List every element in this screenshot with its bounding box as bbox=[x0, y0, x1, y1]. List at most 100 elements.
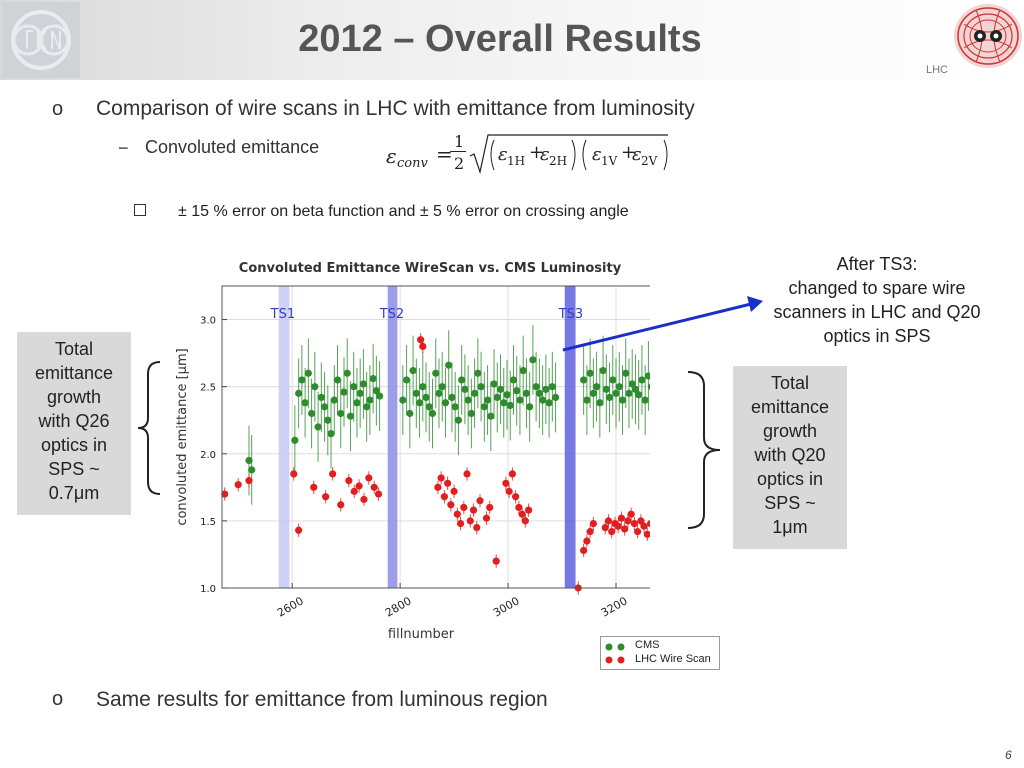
cms-point bbox=[625, 389, 633, 397]
cms-point bbox=[526, 403, 534, 411]
bullet-marker-1: o bbox=[52, 98, 64, 120]
cms-point bbox=[369, 375, 377, 383]
cms-point bbox=[311, 383, 319, 391]
formula-frac-num: 1 bbox=[454, 132, 465, 151]
wire-point bbox=[456, 519, 465, 528]
cms-point bbox=[366, 396, 374, 404]
wire-point bbox=[634, 528, 642, 536]
cms-point bbox=[545, 399, 553, 407]
cms-point bbox=[532, 383, 540, 391]
wire-point bbox=[466, 517, 474, 525]
cms-point bbox=[503, 391, 511, 399]
cms-point bbox=[461, 385, 469, 393]
wire-point bbox=[492, 557, 500, 565]
slide-header bbox=[0, 0, 1024, 80]
cms-point bbox=[529, 356, 537, 364]
cms-point bbox=[295, 389, 303, 397]
formula-term-3-sub: 1V bbox=[601, 154, 618, 168]
wire-point bbox=[617, 514, 626, 522]
cms-point bbox=[454, 416, 463, 424]
cms-point bbox=[340, 388, 348, 396]
sub-bullet-convoluted: Convoluted emittance bbox=[145, 137, 320, 157]
callout-right-line: SPS ~ bbox=[764, 493, 816, 513]
y-axis-label: convoluted emittance [μm] bbox=[175, 348, 190, 525]
cms-point bbox=[412, 389, 420, 397]
cms-point bbox=[477, 383, 485, 391]
cms-point bbox=[448, 393, 456, 402]
cms-point bbox=[320, 403, 329, 411]
wire-point bbox=[234, 481, 242, 489]
cms-point bbox=[330, 396, 338, 404]
cms-point bbox=[539, 396, 547, 404]
checkbox-bullet-icon bbox=[134, 204, 146, 216]
wire-point bbox=[355, 482, 363, 490]
wire-point bbox=[447, 501, 455, 509]
chart-legend: CMS LHC Wire Scan bbox=[600, 636, 720, 670]
callout-ts3-line: changed to spare wire bbox=[788, 278, 966, 298]
formula-lhs-sub: conv bbox=[397, 156, 428, 171]
cms-point bbox=[353, 399, 361, 407]
wire-point bbox=[365, 474, 373, 482]
formula-term-1-sub: 1H bbox=[507, 154, 526, 168]
right-brace bbox=[687, 371, 721, 529]
wire-point bbox=[345, 477, 353, 485]
y-tick-label: 3.0 bbox=[200, 316, 216, 327]
cms-point bbox=[308, 409, 316, 418]
formula-plus-2: + bbox=[621, 142, 637, 163]
cms-point bbox=[333, 376, 342, 384]
cms-point bbox=[435, 389, 443, 397]
plot-area bbox=[222, 286, 650, 588]
cms-point bbox=[343, 369, 351, 377]
cms-point bbox=[324, 416, 332, 424]
wire-point bbox=[350, 487, 358, 495]
wire-point bbox=[329, 470, 337, 478]
cms-point bbox=[551, 393, 560, 402]
cms-point bbox=[438, 383, 446, 391]
formula-term-1: ε bbox=[498, 144, 508, 165]
wire-point bbox=[476, 497, 484, 505]
wire-point bbox=[486, 503, 494, 512]
cms-point bbox=[422, 393, 430, 402]
cms-point bbox=[535, 389, 543, 397]
cms-point bbox=[314, 423, 322, 431]
legend-label-wire: LHC Wire Scan bbox=[635, 653, 711, 665]
wire-point bbox=[583, 537, 591, 545]
cms-point bbox=[609, 376, 617, 384]
ts-band bbox=[387, 286, 398, 588]
cms-point bbox=[516, 396, 524, 404]
dash-marker: − bbox=[118, 138, 129, 158]
cms-point bbox=[615, 383, 623, 391]
lhc-label: LHC bbox=[926, 64, 949, 76]
wire-point bbox=[614, 522, 622, 530]
wire-point bbox=[518, 510, 526, 518]
wire-point bbox=[370, 483, 378, 491]
sqrt-sign bbox=[469, 134, 668, 175]
wire-point bbox=[624, 517, 632, 525]
wire-point bbox=[627, 510, 635, 518]
callout-right-line: optics in bbox=[756, 469, 824, 489]
arrow-to-ts3 bbox=[562, 296, 763, 352]
callout-right-line: 1μm bbox=[772, 517, 808, 537]
formula-lhs: ε bbox=[386, 144, 397, 168]
cms-point bbox=[513, 387, 521, 395]
wire-point bbox=[502, 479, 510, 487]
wire-point bbox=[505, 487, 513, 495]
x-tick-label: 2600 bbox=[275, 594, 306, 619]
cms-point bbox=[509, 376, 518, 384]
x-axis-label: fillnumber bbox=[388, 627, 455, 638]
formula-term-4: ε bbox=[632, 144, 642, 165]
cms-point bbox=[363, 403, 371, 411]
cms-point bbox=[327, 430, 335, 438]
cms-point bbox=[445, 361, 453, 369]
wire-point bbox=[580, 546, 588, 555]
wire-point bbox=[482, 514, 491, 522]
y-tick-label: 1.5 bbox=[200, 517, 216, 528]
wire-point bbox=[450, 487, 458, 495]
callout-right-line: emittance bbox=[750, 397, 830, 417]
ts-band bbox=[564, 286, 576, 588]
wire-point bbox=[643, 530, 650, 538]
wire-point bbox=[374, 490, 383, 498]
cms-point bbox=[605, 393, 614, 402]
formula-term-2: ε bbox=[540, 144, 550, 165]
cms-point bbox=[506, 401, 514, 410]
